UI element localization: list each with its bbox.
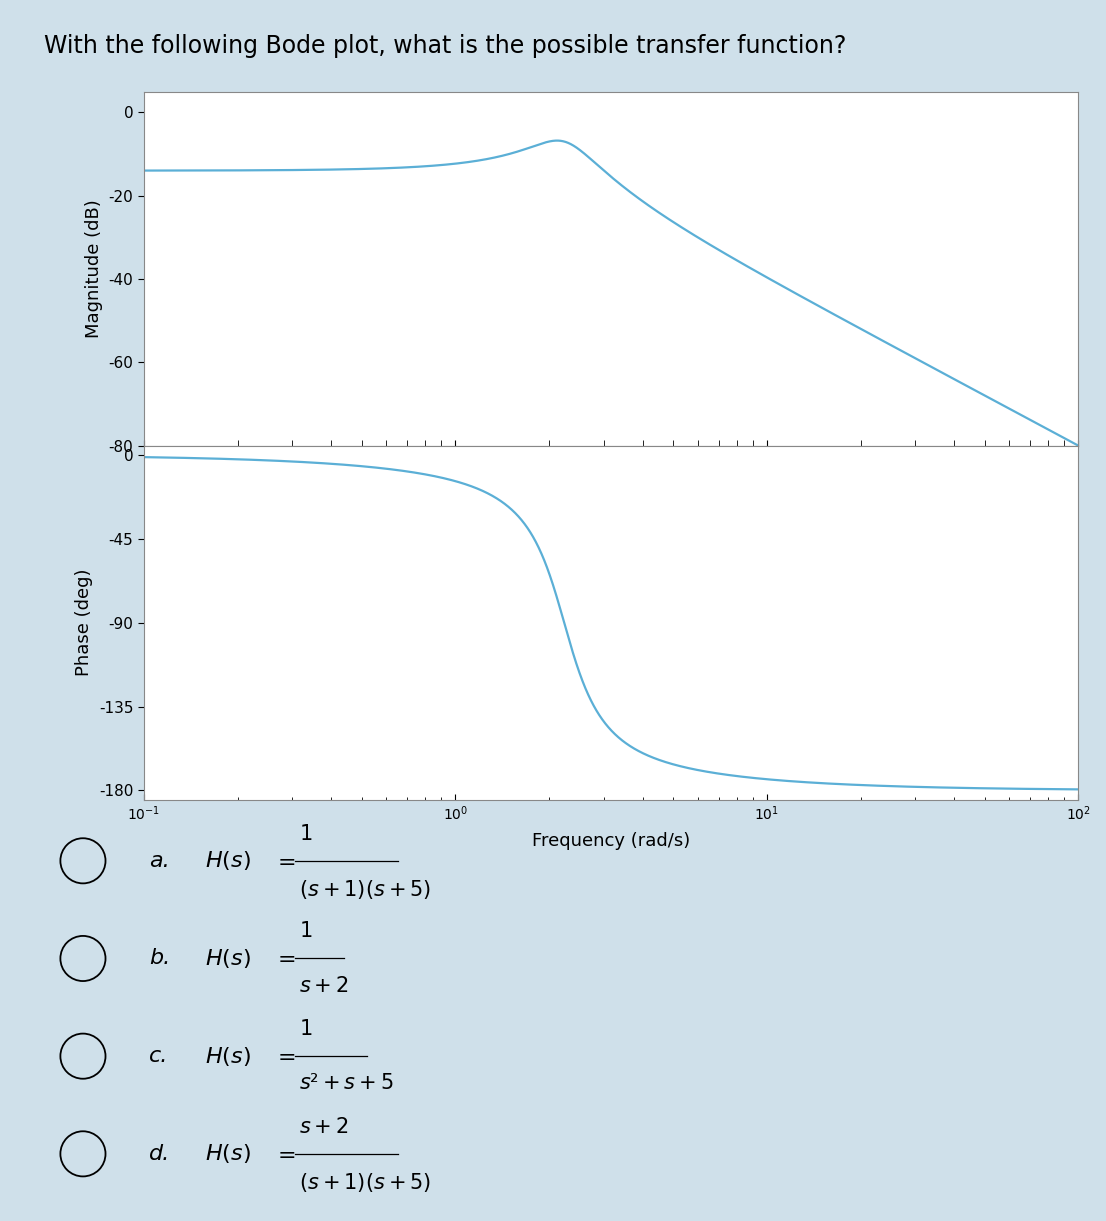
Text: With the following Bode plot, what is the possible transfer function?: With the following Bode plot, what is th… <box>44 34 846 59</box>
Text: $s+2$: $s+2$ <box>299 976 348 995</box>
Y-axis label: Phase (deg): Phase (deg) <box>75 569 93 676</box>
Text: d.: d. <box>149 1144 170 1164</box>
Text: $s²+s+5$: $s²+s+5$ <box>299 1073 394 1093</box>
Text: $(s+1)(s+5)$: $(s+1)(s+5)$ <box>299 1171 431 1194</box>
Text: c.: c. <box>149 1046 169 1066</box>
Text: $=$: $=$ <box>273 949 295 968</box>
Text: $\mathit{H}(s)$: $\mathit{H}(s)$ <box>205 1045 250 1067</box>
Text: $\mathit{H}(s)$: $\mathit{H}(s)$ <box>205 850 250 872</box>
Text: b.: b. <box>149 949 170 968</box>
Text: $=$: $=$ <box>273 1144 295 1164</box>
Text: a.: a. <box>149 851 170 871</box>
Y-axis label: Magnitude (dB): Magnitude (dB) <box>85 199 103 338</box>
Text: $1$: $1$ <box>299 922 312 941</box>
Text: $(s+1)(s+5)$: $(s+1)(s+5)$ <box>299 878 431 901</box>
X-axis label: Frequency (rad/s): Frequency (rad/s) <box>532 832 690 850</box>
Text: $=$: $=$ <box>273 1046 295 1066</box>
Text: $\mathit{H}(s)$: $\mathit{H}(s)$ <box>205 1143 250 1165</box>
Text: $1$: $1$ <box>299 824 312 844</box>
Text: $1$: $1$ <box>299 1020 312 1039</box>
Text: $s+2$: $s+2$ <box>299 1117 348 1137</box>
Text: $\mathit{H}(s)$: $\mathit{H}(s)$ <box>205 947 250 969</box>
Text: $=$: $=$ <box>273 851 295 871</box>
